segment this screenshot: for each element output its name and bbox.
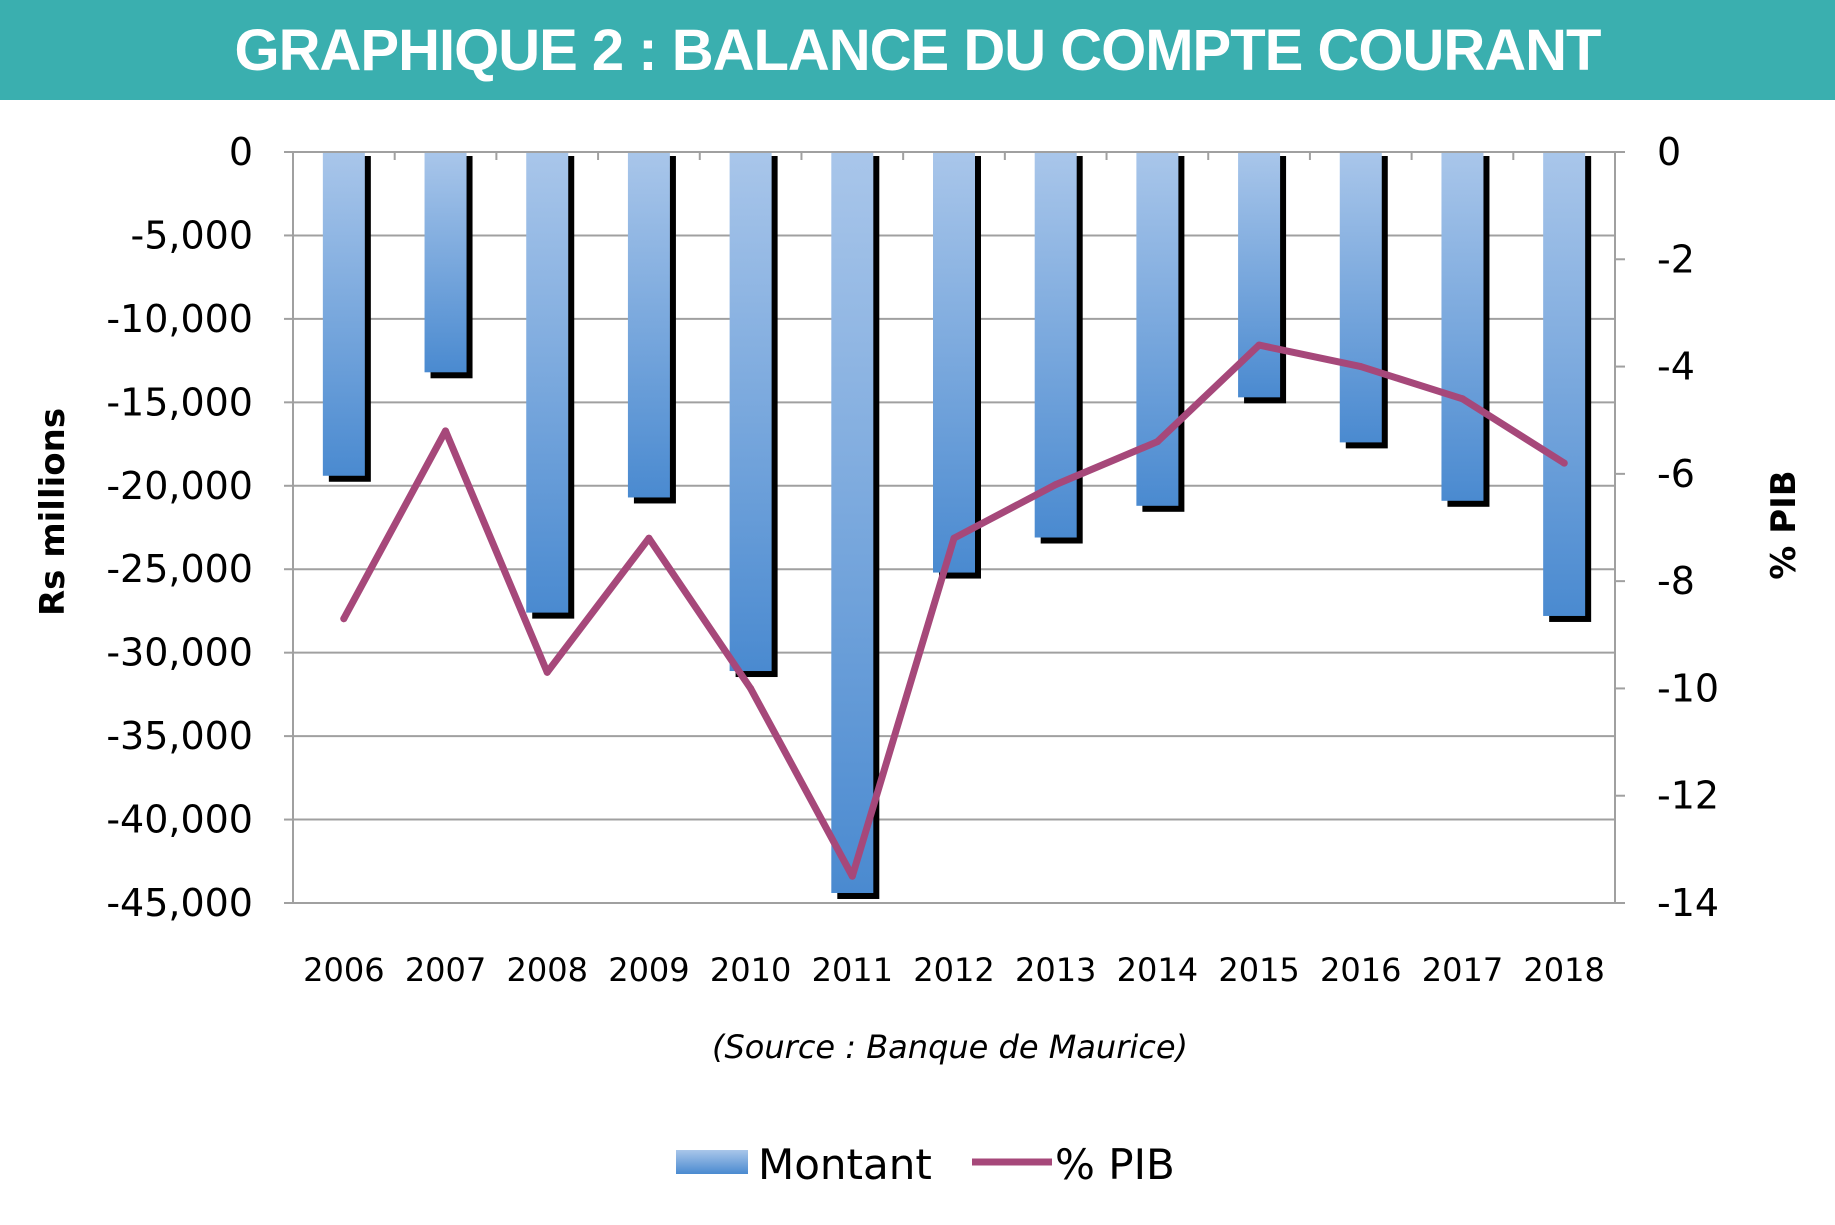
y-tick-label: -25,000 [106,547,253,591]
bar [322,152,365,476]
x-tick-label: 2015 [1218,951,1299,989]
bar [1034,152,1077,538]
y-axis-title: Rs millions [33,408,73,616]
legend-label-montant: Montant [758,1140,932,1189]
x-tick-label: 2008 [507,951,588,989]
bar [526,152,569,613]
x-tick-label: 2013 [1015,951,1096,989]
x-tick-label: 2012 [913,951,994,989]
x-tick-label: 2016 [1320,951,1401,989]
x-tick-label: 2007 [405,951,486,989]
tick-labels: 0 -5,000 -10,000 -15,000 -20,000 -25,000 -30,0… [106,130,1719,989]
y2-axis-title: % PIB [1764,470,1804,579]
x-tick-label: 2009 [608,951,689,989]
y2-tick-label: -12 [1657,774,1719,818]
y2-tick-label: -14 [1657,881,1719,925]
x-tick-label: 2011 [812,951,893,989]
bar [1339,152,1382,443]
bar [1543,152,1586,616]
y-tick-label: -30,000 [106,631,253,675]
pib-point [442,427,450,435]
source-note: (Source : Banque de Maurice) [712,1028,1188,1066]
bar [1441,152,1484,501]
y-tick-label: -15,000 [106,380,253,424]
y-tick-label: -20,000 [106,464,253,508]
x-tick-label: 2014 [1117,951,1198,989]
pib-point [1153,438,1161,446]
y-tick-label: -5,000 [131,213,254,257]
y-tick-label: -35,000 [106,714,253,758]
legend: Montant % PIB [676,1140,1175,1189]
pib-point [1255,341,1263,349]
title-band: GRAPHIQUE 2 : BALANCE DU COMPTE COURANT [0,0,1835,100]
pib-point [543,668,551,676]
y2-tick-label: 0 [1657,130,1681,174]
pib-point [1357,363,1365,371]
bar [831,152,874,893]
pib-point [1052,481,1060,489]
y2-tick-label: -8 [1657,559,1695,603]
x-tick-label: 2017 [1422,951,1503,989]
pib-line [340,341,1568,880]
pib-point [950,534,958,542]
y-tick-label: 0 [229,130,253,174]
axes [284,151,1625,904]
legend-label-pib: % PIB [1055,1140,1175,1189]
pib-point [1560,459,1568,467]
y-tick-label: -40,000 [106,798,253,842]
x-tick-label: 2006 [303,951,384,989]
y2-tick-label: -4 [1657,345,1695,389]
pib-point [1458,395,1466,403]
y2-tick-label: -2 [1657,237,1695,281]
bar [933,152,975,573]
bars [322,152,1586,893]
bar [424,152,467,373]
y-tick-label: -45,000 [106,881,253,925]
pib-point [645,534,653,542]
bar [627,152,670,498]
bar [729,152,772,672]
y2-tick-label: -6 [1657,452,1695,496]
x-tick-label: 2010 [710,951,791,989]
pib-point [340,615,348,623]
chart-title: GRAPHIQUE 2 : BALANCE DU COMPTE COURANT [234,17,1602,83]
legend-swatch-montant [676,1150,748,1174]
y2-tick-label: -10 [1657,666,1719,710]
pib-point [747,684,755,692]
x-tick-label: 2018 [1523,951,1604,989]
pib-point [848,872,856,880]
y-tick-label: -10,000 [106,297,253,341]
bar [1136,152,1179,506]
